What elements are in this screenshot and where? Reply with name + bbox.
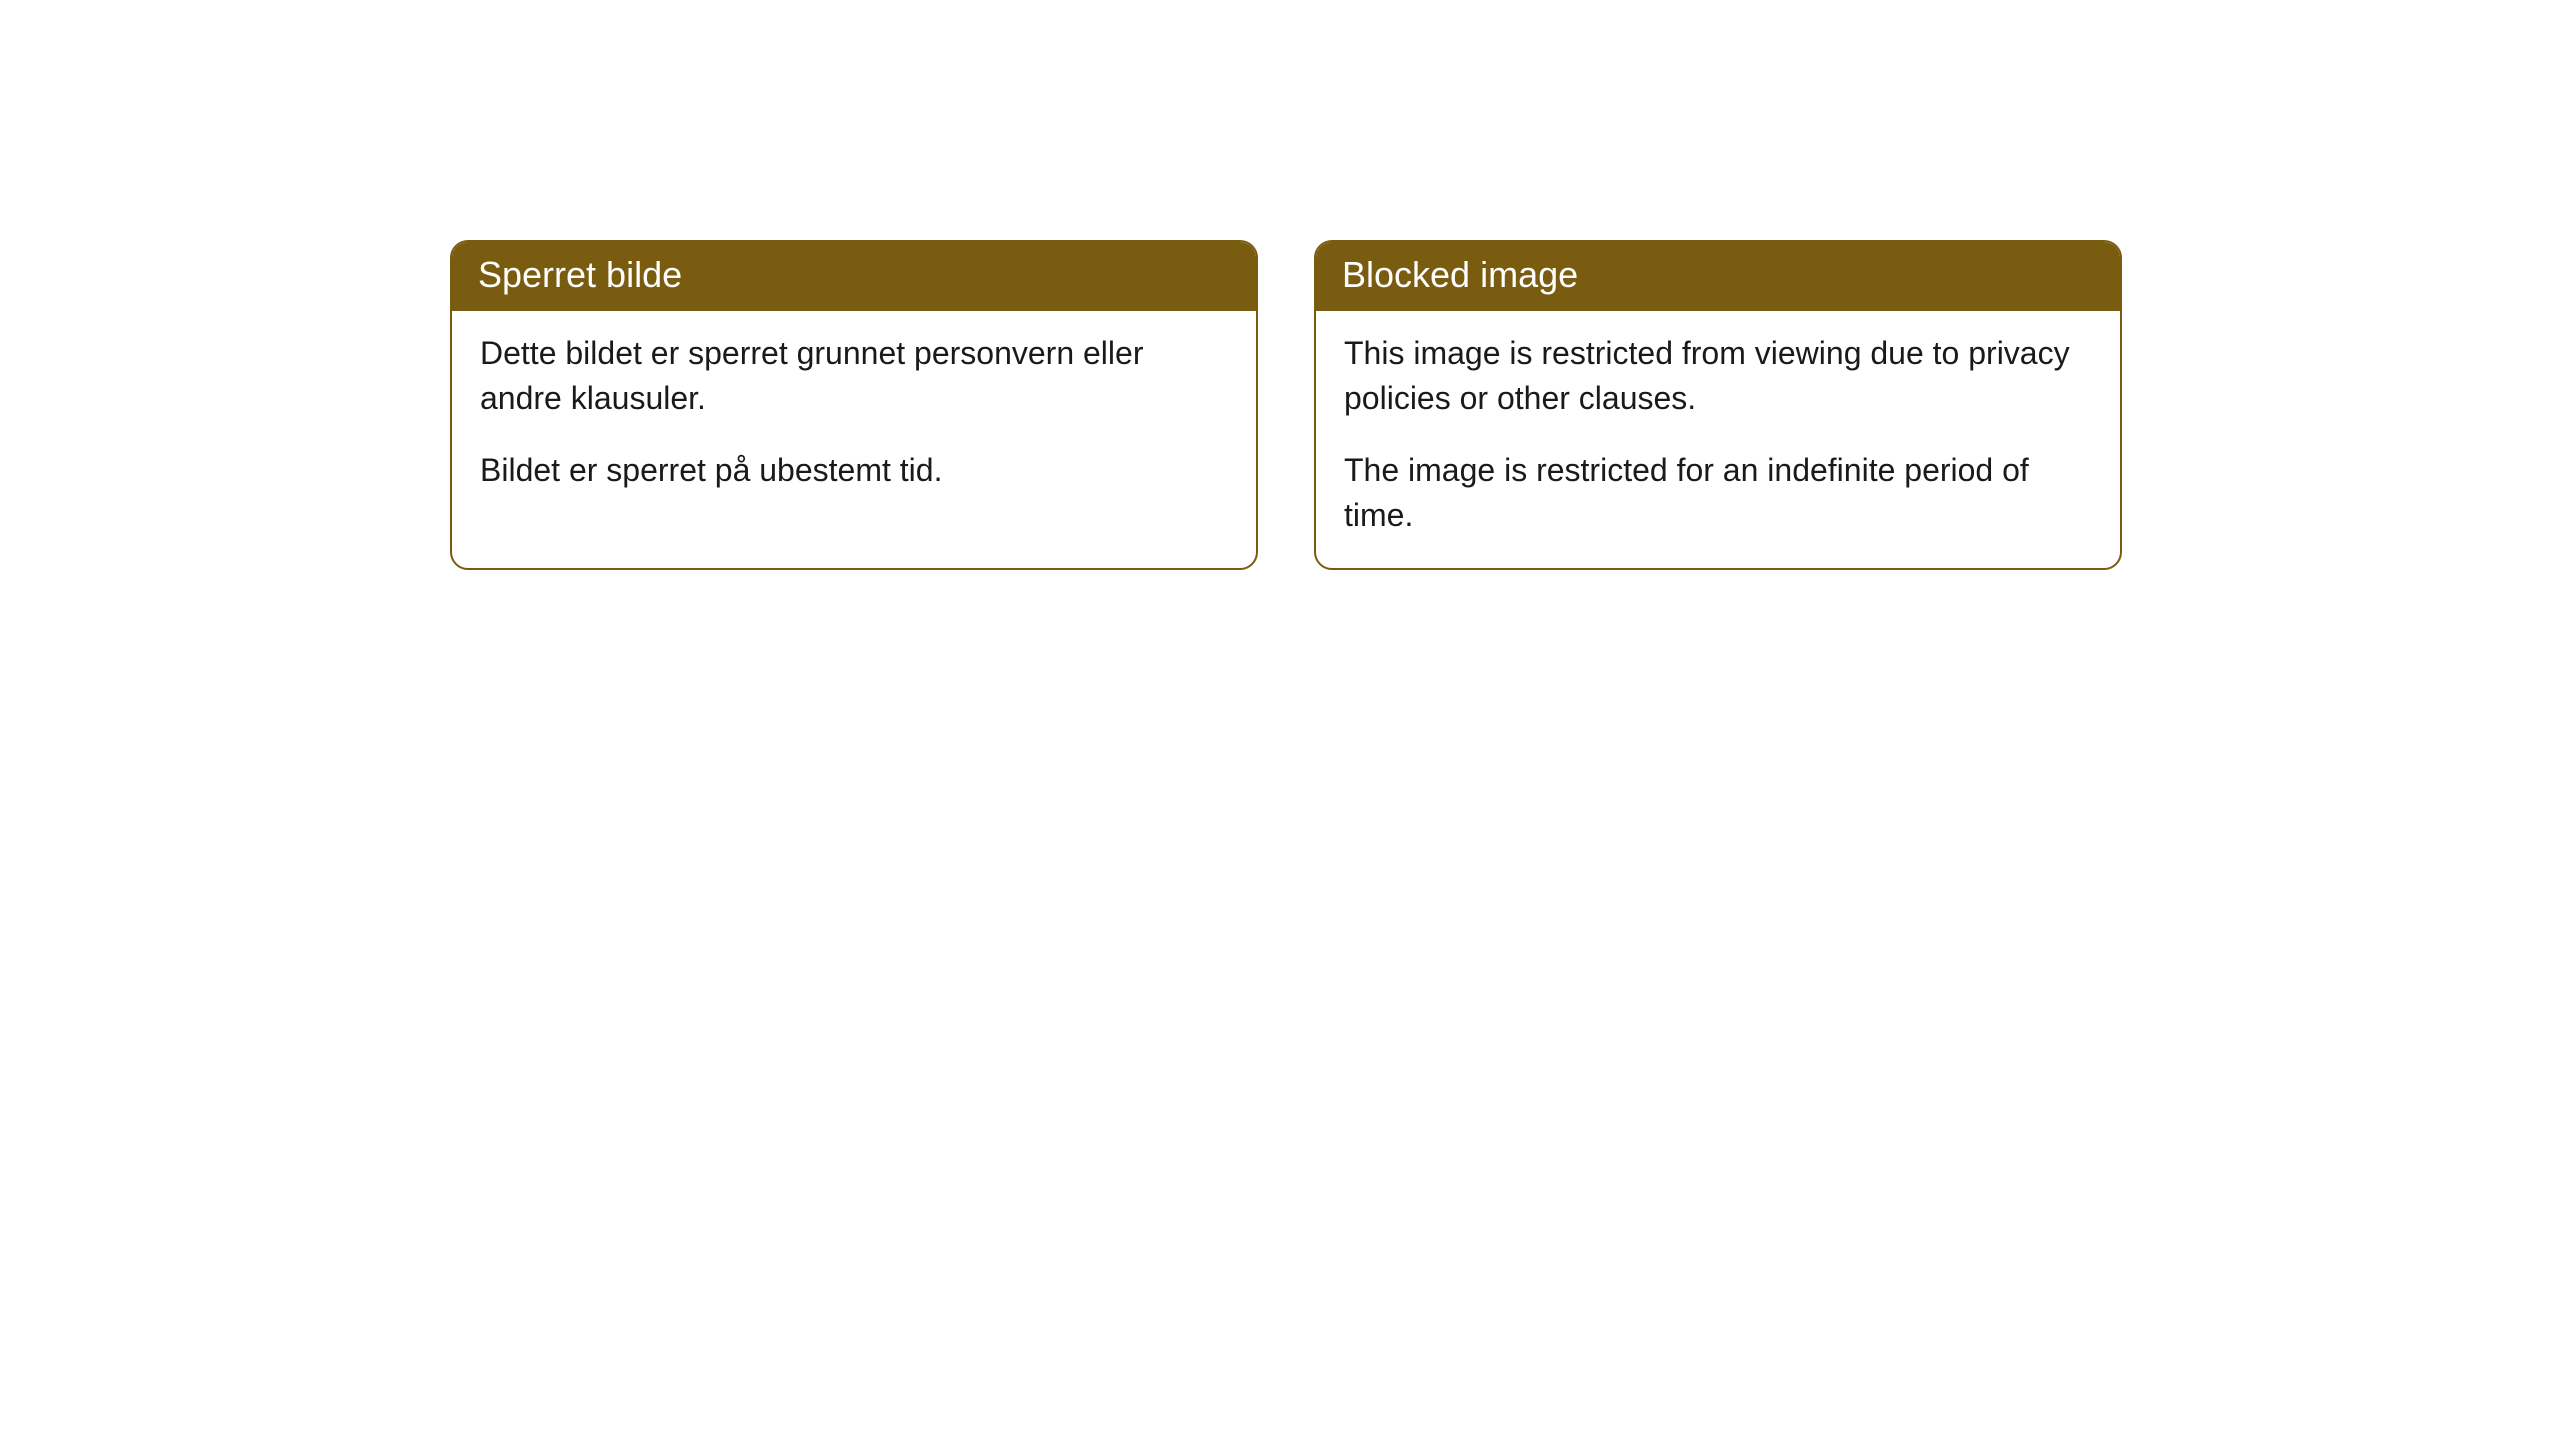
notice-card-english: Blocked image This image is restricted f… — [1314, 240, 2122, 570]
card-header: Blocked image — [1316, 242, 2120, 311]
card-body: Dette bildet er sperret grunnet personve… — [452, 311, 1256, 523]
notice-cards-container: Sperret bilde Dette bildet er sperret gr… — [450, 240, 2122, 570]
card-paragraph: Bildet er sperret på ubestemt tid. — [480, 448, 1228, 493]
card-body: This image is restricted from viewing du… — [1316, 311, 2120, 568]
card-paragraph: Dette bildet er sperret grunnet personve… — [480, 331, 1228, 421]
card-paragraph: This image is restricted from viewing du… — [1344, 331, 2092, 421]
notice-card-norwegian: Sperret bilde Dette bildet er sperret gr… — [450, 240, 1258, 570]
card-header: Sperret bilde — [452, 242, 1256, 311]
card-paragraph: The image is restricted for an indefinit… — [1344, 448, 2092, 538]
